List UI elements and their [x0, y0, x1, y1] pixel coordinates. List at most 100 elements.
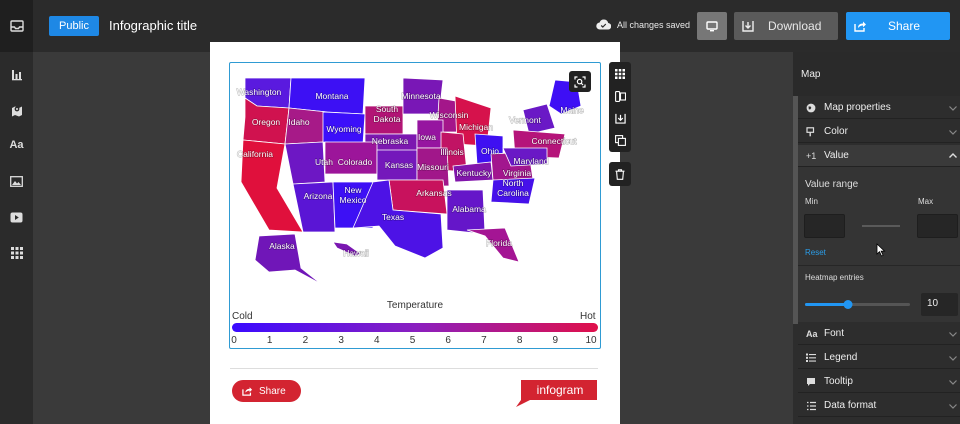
- panel-section-label: Color: [824, 126, 848, 137]
- save-status-text: All changes saved: [617, 19, 691, 30]
- reset-link[interactable]: Reset: [805, 248, 826, 257]
- state-label: Idaho: [288, 117, 310, 127]
- sidebar-item-maps[interactable]: [0, 97, 33, 123]
- state-missouri[interactable]: [416, 147, 450, 187]
- download-tool[interactable]: [609, 107, 631, 129]
- cloud-check-icon: [596, 19, 611, 30]
- zoom-button[interactable]: [569, 71, 591, 92]
- footer-share-button[interactable]: Share: [232, 380, 301, 402]
- state-label: Florida: [486, 238, 512, 248]
- infographic-title[interactable]: Infographic title: [109, 18, 198, 33]
- state-label: Maryland: [514, 156, 549, 166]
- state-label: Utah: [315, 157, 333, 167]
- state-label: Colorado: [338, 157, 373, 167]
- share-icon: [846, 12, 874, 40]
- panel-section-label: Font: [824, 328, 845, 339]
- text-icon: Aa: [9, 139, 24, 151]
- legend-tick-label: 4: [374, 335, 380, 346]
- download-icon: [734, 12, 762, 40]
- panel-title: Map: [793, 52, 960, 96]
- range-dash: [862, 225, 900, 227]
- state-north-carolina[interactable]: [490, 177, 536, 205]
- legend-tick-label: 3: [338, 335, 344, 346]
- state-label: Wyoming: [326, 124, 362, 134]
- sidebar-item-charts[interactable]: [0, 62, 33, 88]
- duplicate-tool[interactable]: [609, 129, 631, 151]
- delete-tool[interactable]: [609, 162, 631, 186]
- move-tool[interactable]: [609, 63, 631, 85]
- panel-section-label: Map properties: [824, 102, 891, 113]
- legend-tick-label: 6: [445, 335, 451, 346]
- chart-icon: [11, 70, 22, 81]
- heatmap-slider-track[interactable]: [805, 303, 910, 306]
- sidebar-item-text[interactable]: Aa: [0, 132, 33, 158]
- panel-section-tooltip[interactable]: Tooltip: [798, 371, 960, 393]
- state-label: Minnesota: [401, 91, 440, 101]
- state-label: Montana: [315, 91, 348, 101]
- image-icon: [10, 175, 23, 187]
- state-label: Kentucky: [457, 168, 493, 178]
- state-label: Oregon: [252, 117, 281, 127]
- state-vermont[interactable]: [522, 103, 556, 135]
- element-toolbar: [609, 62, 631, 152]
- share-button[interactable]: Share: [846, 12, 950, 40]
- state-label: Arkansas: [416, 188, 451, 198]
- max-label: Max: [918, 197, 934, 206]
- inbox-icon: [9, 20, 24, 32]
- state-label: South Dakota: [374, 104, 401, 124]
- sidebar-item-videos[interactable]: [0, 204, 33, 230]
- state-alaska[interactable]: [254, 233, 322, 285]
- legend-tick-label: 2: [302, 335, 309, 346]
- panel-section-data-format[interactable]: Data format: [798, 395, 960, 417]
- sidebar-item-apps[interactable]: [0, 240, 33, 266]
- chevron-down-icon: [949, 356, 957, 361]
- state-texas[interactable]: [352, 179, 444, 259]
- panel-section-label: Value: [824, 150, 849, 161]
- chevron-down-icon: [949, 404, 957, 409]
- left-sidebar: Aa: [0, 52, 33, 424]
- state-arizona[interactable]: [292, 181, 336, 233]
- min-value-input[interactable]: [804, 214, 845, 238]
- state-hawaii[interactable]: [332, 241, 362, 257]
- visibility-badge[interactable]: Public: [49, 16, 99, 36]
- heatmap-slider-thumb[interactable]: [843, 300, 853, 309]
- zoom-icon: [574, 75, 586, 88]
- sidebar-item-images[interactable]: [0, 168, 33, 194]
- us-heatmap: Washington Montana Oregon Idaho Wyoming South…: [236, 77, 584, 285]
- min-label: Min: [805, 197, 818, 206]
- state-maryland[interactable]: [502, 147, 548, 167]
- home-button[interactable]: [0, 0, 33, 52]
- state-label: Alabama: [452, 204, 486, 214]
- state-label: Hawaii: [343, 248, 369, 258]
- legend-tick-label: 0: [231, 335, 237, 346]
- monitor-icon: [706, 20, 718, 31]
- state-label: New Mexico: [340, 185, 367, 205]
- max-value-input[interactable]: [917, 214, 958, 238]
- download-label: Download: [768, 19, 822, 33]
- panel-section-map-properties[interactable]: Map properties: [798, 97, 960, 119]
- legend-max-label: Hot: [580, 311, 596, 322]
- heatmap-slider-fill: [805, 303, 849, 306]
- device-preview-button[interactable]: [697, 12, 727, 40]
- panel-section-label: Legend: [824, 352, 858, 363]
- legend-min-label: Cold: [232, 311, 253, 322]
- save-status: All changes saved: [596, 19, 690, 30]
- panel-section-color[interactable]: Color: [798, 121, 960, 143]
- chevron-up-icon: [949, 153, 957, 158]
- state-label: Ohio: [481, 146, 499, 156]
- share-icon: [242, 387, 253, 396]
- state-label: Michigan: [459, 122, 493, 132]
- responsive-tool[interactable]: [609, 85, 631, 107]
- panel-section-legend[interactable]: Legend: [798, 347, 960, 369]
- state-label: Kansas: [385, 160, 413, 170]
- infogram-logo[interactable]: infogram: [516, 379, 598, 409]
- value-range-title: Value range: [805, 179, 859, 190]
- legend-tick-label: 8: [516, 335, 523, 346]
- download-button[interactable]: Download: [734, 12, 838, 40]
- panel-section-value[interactable]: +1 Value: [798, 145, 960, 167]
- heatmap-entries-input[interactable]: 10: [921, 293, 958, 316]
- state-florida[interactable]: [466, 227, 520, 263]
- panel-scrollbar[interactable]: [793, 96, 798, 324]
- panel-section-font[interactable]: Aa Font: [798, 323, 960, 345]
